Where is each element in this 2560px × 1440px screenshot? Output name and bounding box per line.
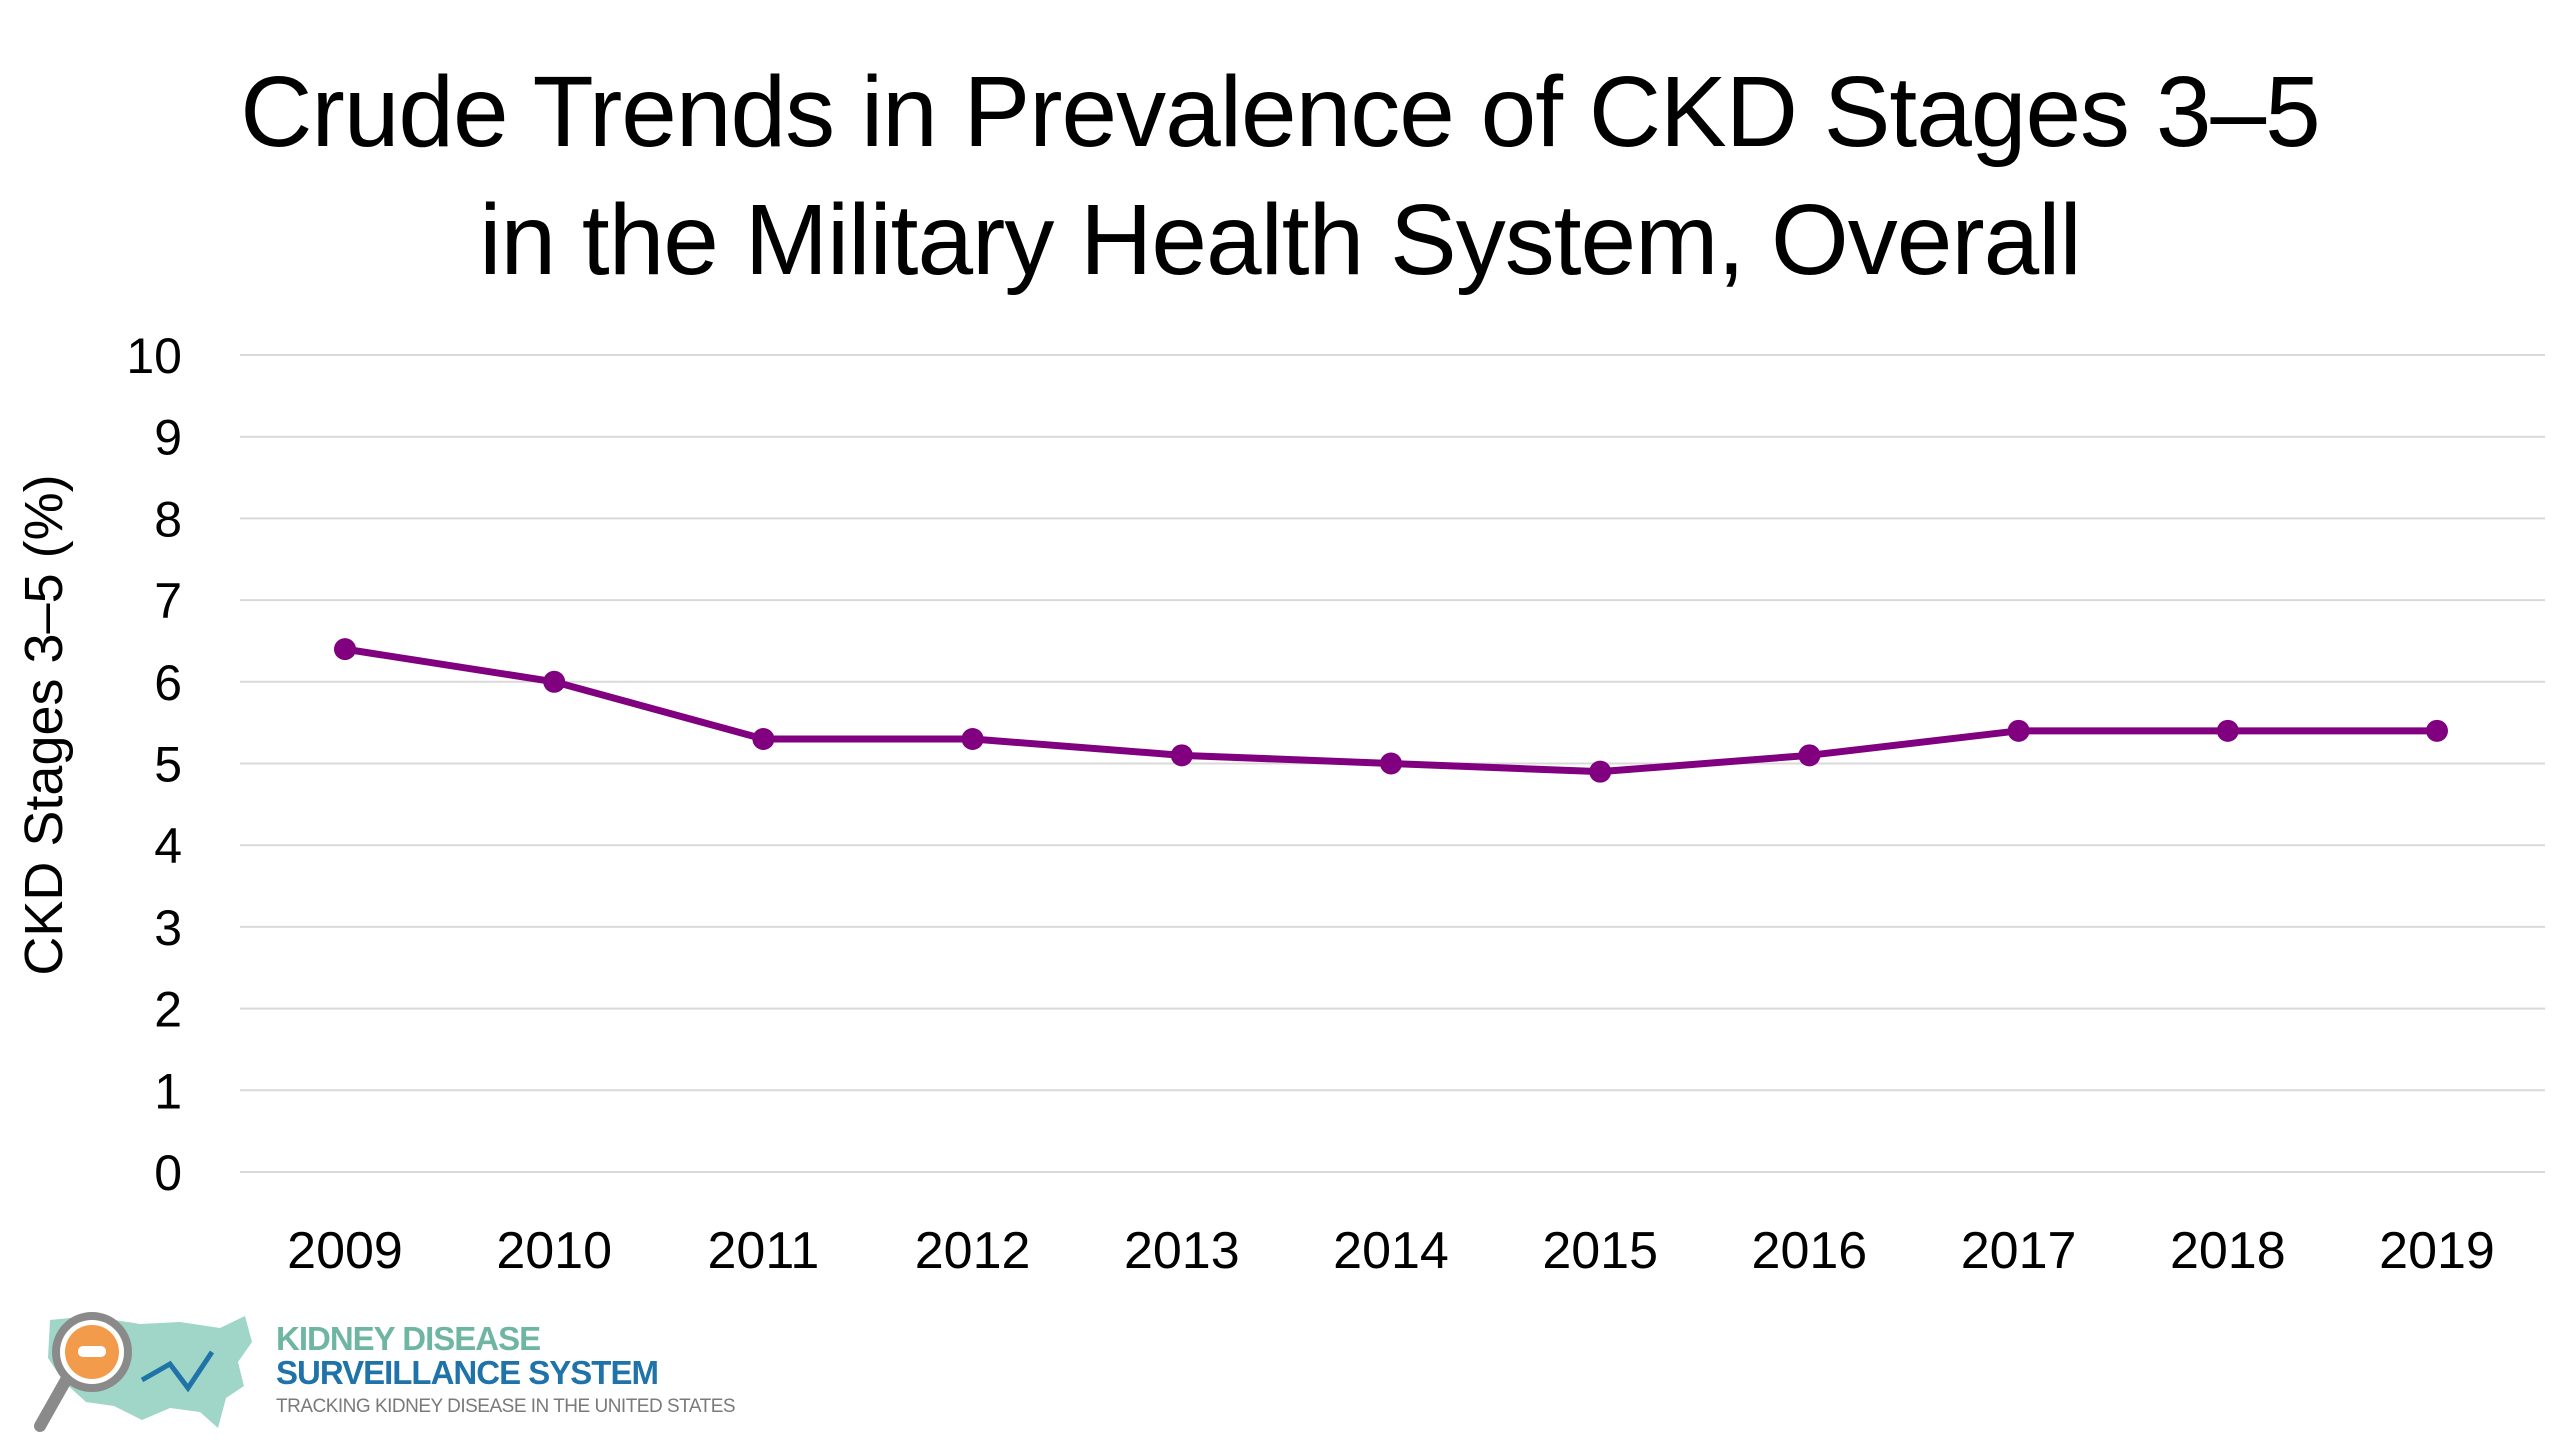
y-tick-label: 8 [154,491,182,547]
x-axis-tick-labels: 2009 2010 2011 2012 2013 2014 2015 2016 2017 2018… [287,1222,2495,1280]
x-tick-label: 2019 [2379,1222,2495,1280]
logo-line-3: TRACKING KIDNEY DISEASE IN THE UNITED ST… [276,1396,736,1417]
x-tick-label: 2017 [1961,1222,2077,1280]
y-axis-label: CKD Stages 3–5 (%) [14,474,74,975]
y-tick-label: 0 [154,1145,182,1201]
data-point [2426,719,2448,742]
kdss-logo: KIDNEY DISEASE SURVEILLANCE SYSTEM TRACK… [30,1302,736,1440]
x-tick-label: 2011 [707,1222,819,1280]
x-tick-label: 2012 [915,1222,1031,1280]
data-point [752,727,775,750]
data-point [1380,752,1402,775]
y-axis-tick-labels: 0 1 2 3 4 5 6 7 8 9 10 [126,328,182,1201]
y-tick-label: 2 [154,982,182,1038]
chart-title: Crude Trends in Prevalence of CKD Stages… [0,48,2560,304]
x-tick-label: 2018 [2170,1222,2286,1280]
chart-title-line-1: Crude Trends in Prevalence of CKD Stages… [240,56,2320,168]
data-point [543,670,566,693]
x-tick-label: 2016 [1752,1222,1868,1280]
logo-line-1: KIDNEY DISEASE [276,1320,541,1357]
y-tick-label: 5 [154,737,182,793]
data-point [334,638,356,661]
y-tick-label: 10 [126,328,182,384]
data-point [2216,719,2239,742]
x-tick-label: 2010 [496,1222,612,1280]
y-tick-label: 7 [154,573,182,629]
x-tick-label: 2009 [287,1222,403,1280]
series [334,638,2448,783]
x-tick-label: 2014 [1333,1222,1449,1280]
y-tick-label: 4 [154,818,182,874]
y-tick-label: 1 [154,1063,182,1119]
chart-title-line-2: in the Military Health System, Overall [479,184,2081,296]
data-point [1589,760,1612,783]
data-point [1170,744,1193,767]
x-tick-label: 2013 [1124,1222,1240,1280]
data-point [961,727,984,750]
y-tick-label: 3 [154,900,182,956]
y-tick-label: 9 [154,410,182,466]
data-point [2007,719,2030,742]
magnifier-us-map-icon [34,1312,252,1432]
x-tick-label: 2015 [1542,1222,1658,1280]
gridlines [240,354,2545,1173]
data-point [1798,744,1821,767]
logo-line-2: SURVEILLANCE SYSTEM [276,1354,659,1391]
y-tick-label: 6 [154,655,182,711]
